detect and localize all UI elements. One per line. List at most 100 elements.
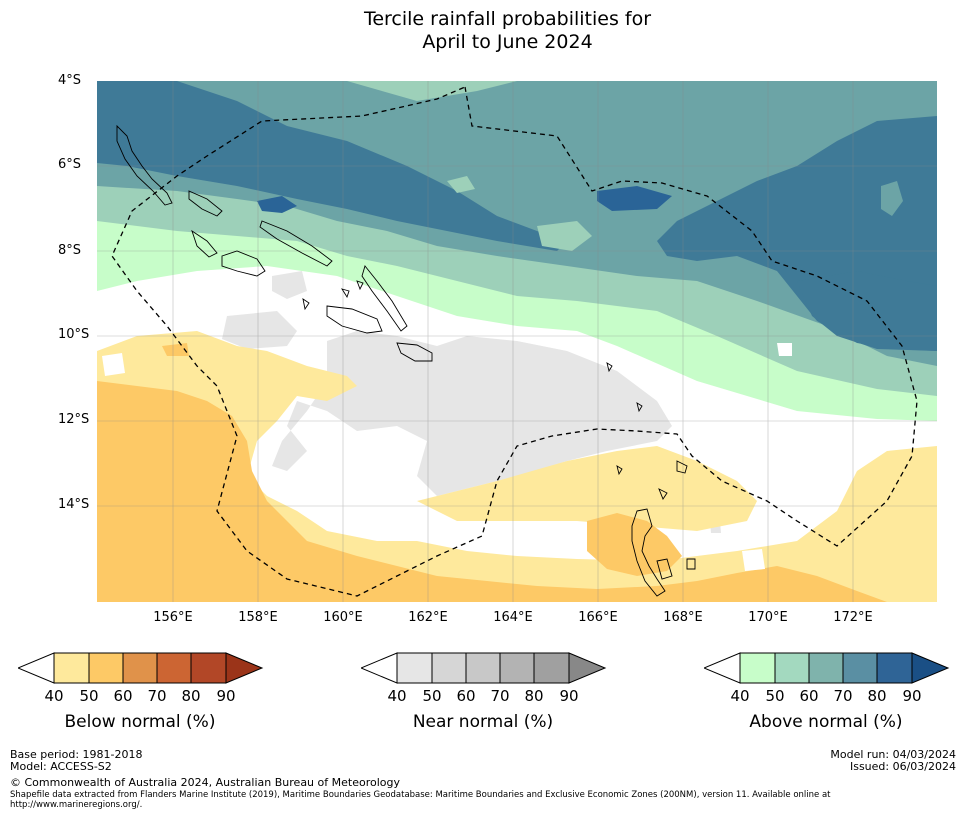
colorbar-below-label: Below normal (%)	[64, 712, 216, 732]
colorbar-near-70-80	[499, 652, 535, 684]
lon-label-160e: 160°E	[323, 610, 363, 625]
near-40-region-west	[222, 311, 297, 349]
island-small-2	[636, 402, 643, 413]
white-hole-4	[777, 343, 792, 356]
near-40-region-central	[272, 331, 672, 496]
lon-label-158e: 158°E	[238, 610, 278, 625]
island-small-4	[340, 288, 350, 299]
base-period: Base period: 1981-2018	[10, 748, 143, 761]
islands	[116, 124, 696, 597]
colorbar-near-60-70	[465, 652, 501, 684]
colorbar-near-tick: 80	[524, 687, 544, 705]
island-espiritu-santo	[631, 508, 666, 597]
white-hole-1	[102, 353, 125, 376]
island-torres	[616, 465, 623, 476]
above-50-pocket	[537, 221, 592, 251]
colorbar-above-50-60	[774, 652, 810, 684]
colorbar-near-tick: 60	[456, 687, 476, 705]
colorbar-near-50-60	[431, 652, 467, 684]
island-malakula	[656, 558, 673, 580]
below-50-region-se	[587, 513, 682, 576]
colorbar-near-tick: 90	[559, 687, 579, 705]
above-50-pocket-2	[447, 176, 475, 193]
below-40-region-south	[417, 446, 757, 531]
above-80-patch	[257, 196, 297, 213]
colorbar-above-tick: 80	[867, 687, 887, 705]
colorbar-above-70-80	[842, 652, 878, 684]
colorbar-above-80-90	[876, 652, 913, 684]
colorbar-below-50-60	[88, 652, 124, 684]
island-makira	[326, 305, 383, 334]
colorbar-near-extend-right	[568, 652, 607, 684]
lon-label-164e: 164°E	[493, 610, 533, 625]
colorbar-near-40-50	[396, 652, 433, 684]
colorbar-near-extend-left	[361, 652, 398, 684]
colorbar-above-60-70	[808, 652, 844, 684]
island-small-5	[356, 280, 364, 291]
above-60-pocket	[881, 181, 903, 216]
island-santa-isabel	[259, 220, 333, 267]
island-small-3	[302, 298, 310, 311]
rainfall-map[interactable]	[97, 81, 937, 602]
island-santa-cruz	[676, 460, 688, 474]
colorbar-below-tick: 90	[216, 687, 236, 705]
shapefile-credit-line-1: Shapefile data extracted from Flanders M…	[10, 790, 831, 800]
lon-label-162e: 162°E	[408, 610, 448, 625]
near-40-region-nw	[272, 271, 307, 299]
lon-label-168e: 168°E	[663, 610, 703, 625]
colorbar-above-extend-left	[704, 652, 741, 684]
colorbar-above-tick: 90	[902, 687, 922, 705]
colorbar-below-tick: 70	[147, 687, 167, 705]
model-name: Model: ACCESS-S2	[10, 760, 112, 773]
colorbar-above-40-50	[739, 652, 776, 684]
island-guadalcanal	[221, 250, 266, 277]
white-hole-2	[777, 521, 797, 543]
colorbar-below-60-70	[122, 652, 158, 684]
title-line-2: April to June 2024	[422, 31, 593, 53]
colorbar-below-extend-right	[225, 652, 264, 684]
island-choiseul	[188, 190, 223, 217]
colorbar-near-tick: 40	[387, 687, 407, 705]
above-70-region-se	[797, 271, 937, 351]
colorbar-below-tick: 50	[79, 687, 99, 705]
colorbar-above-tick: 60	[799, 687, 819, 705]
island-rennell	[396, 342, 433, 362]
lon-label-166e: 166°E	[578, 610, 618, 625]
lat-label-14s: 14°S	[58, 497, 90, 512]
eez-boundary	[111, 86, 918, 597]
colorbar-below-40-50	[53, 652, 90, 684]
colorbar-above-tick: 70	[833, 687, 853, 705]
colorbar-below	[18, 652, 264, 684]
colorbar-above-tick: 40	[730, 687, 750, 705]
map-title: Tercile rainfall probabilities for April…	[0, 8, 965, 54]
lat-label-8s: 8°S	[58, 243, 82, 258]
lon-label-172e: 172°E	[833, 610, 873, 625]
colorbar-below-tick: 40	[44, 687, 64, 705]
below-50-pocket	[162, 343, 189, 356]
colorbar-below-tick: 60	[113, 687, 133, 705]
lat-label-12s: 12°S	[58, 412, 90, 427]
lat-label-4s: 4°S	[58, 73, 82, 88]
below-40-region-sw	[97, 331, 937, 602]
lat-label-6s: 6°S	[58, 157, 82, 172]
colorbar-above-label: Above normal (%)	[749, 712, 903, 732]
model-run-date: Model run: 04/03/2024	[830, 748, 956, 761]
white-hole-3	[742, 549, 765, 571]
colorbar-above-extend-right	[911, 652, 950, 684]
issued-date: Issued: 06/03/2024	[849, 760, 956, 773]
colorbar-below-extend-left	[18, 652, 55, 684]
colorbar-below-tick: 80	[181, 687, 201, 705]
colorbar-below-80-90	[190, 652, 227, 684]
colorbar-near-80-90	[533, 652, 570, 684]
island-malaita	[361, 265, 408, 332]
colorbar-near	[361, 652, 607, 684]
title-line-1: Tercile rainfall probabilities for	[363, 8, 652, 30]
colorbar-near-tick: 70	[490, 687, 510, 705]
island-efate	[686, 558, 696, 570]
island-small-1	[606, 362, 613, 373]
copyright-notice: © Commonwealth of Australia 2024, Austra…	[10, 776, 400, 789]
island-banks	[658, 488, 668, 500]
lon-label-156e: 156°E	[153, 610, 193, 625]
colorbar-above	[704, 652, 950, 684]
below-50-region-sw	[97, 381, 887, 602]
